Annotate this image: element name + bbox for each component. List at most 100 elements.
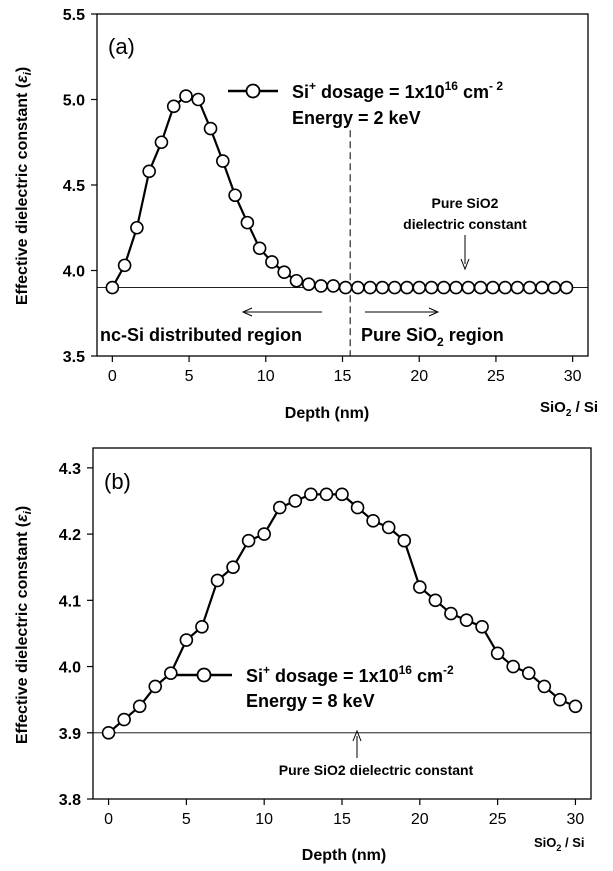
legend-marker-b	[196, 667, 212, 683]
panel-label-b: (b)	[104, 469, 131, 494]
data-point-a-34	[522, 280, 537, 295]
data-point-a-7	[191, 92, 206, 107]
data-point-b-2	[132, 699, 147, 714]
data-point-a-6	[179, 89, 193, 103]
x-axis-label-a: Depth (nm)	[285, 405, 369, 422]
data-point-b-16	[350, 500, 365, 515]
y-tick-label-a-4: 5.5	[63, 7, 85, 24]
reference-label-a-2: dielectric constant	[403, 216, 527, 232]
data-point-b-29	[553, 692, 567, 707]
data-point-a-33	[510, 280, 525, 295]
data-point-b-0	[101, 725, 116, 740]
data-point-b-26	[506, 659, 520, 674]
y-tick-label-b-1: 3.9	[59, 726, 81, 743]
x-tick-label-a-0: 0	[108, 368, 117, 385]
legend-line2-b: Energy = 8 keV	[246, 691, 375, 711]
data-point-b-8	[226, 560, 240, 575]
chart-b: 0 5 10 15 20 25 30 3.8 3.9 4.0 4.1 4.2 4.3 (b) Effec…	[14, 447, 592, 864]
data-point-b-9	[241, 533, 256, 548]
x-tick-label-a-1: 5	[185, 368, 194, 385]
data-point-a-9	[216, 154, 230, 168]
data-point-a-32	[498, 280, 512, 295]
data-point-b-19	[397, 533, 412, 548]
legend-line2-a: Energy = 2 keV	[292, 108, 421, 128]
data-point-b-14	[319, 487, 334, 502]
reference-label-a-1: Pure SiO2	[432, 195, 499, 211]
data-point-a-12	[252, 241, 267, 256]
y-tick-label-b-3: 4.1	[59, 593, 81, 610]
x-tick-label-a-5: 25	[487, 368, 505, 385]
data-point-a-4	[154, 135, 169, 150]
data-point-b-4	[164, 666, 178, 680]
y-tick-label-b-4: 4.2	[59, 527, 81, 544]
legend-a: Si+ dosage = 1x1016 cm- 2 Energy = 2 keV	[228, 79, 503, 128]
data-point-b-13	[304, 487, 318, 502]
x-tick-label-a-6: 30	[564, 368, 582, 385]
x-tick-label-a-3: 15	[334, 368, 352, 385]
data-point-a-36	[547, 280, 562, 295]
legend-marker-a	[245, 83, 261, 99]
data-point-b-28	[537, 679, 552, 694]
data-point-b-23	[459, 613, 474, 627]
data-point-a-24	[400, 280, 414, 295]
data-point-a-35	[535, 280, 549, 295]
data-point-b-3	[148, 679, 163, 694]
y-tick-label-b-5: 4.3	[59, 461, 81, 478]
x-tick-label-b-4: 20	[411, 811, 429, 828]
region-label-right: Pure SiO2 region	[361, 325, 504, 349]
legend-b: Si+ dosage = 1x1016 cm-2 Energy = 8 keV	[177, 663, 454, 711]
data-point-a-19	[338, 280, 353, 295]
y-tick-label-a-3: 5.0	[63, 93, 85, 110]
data-point-b-15	[335, 487, 349, 502]
data-point-a-2	[130, 220, 144, 235]
data-point-a-5	[166, 99, 181, 114]
data-point-b-18	[381, 520, 396, 535]
reference-arrowhead-a	[460, 258, 470, 271]
data-point-a-15	[289, 273, 304, 288]
data-point-b-6	[195, 620, 209, 634]
data-point-a-13	[265, 255, 279, 269]
x-tick-label-b-1: 5	[182, 811, 191, 828]
data-point-a-26	[424, 280, 439, 295]
data-point-b-1	[117, 712, 131, 727]
y-axis-label-b: Effective dielectric constant (εi)	[14, 506, 34, 744]
data-point-a-0	[105, 280, 120, 295]
data-point-b-22	[444, 606, 458, 621]
x-tick-label-b-5: 25	[489, 811, 507, 828]
data-point-b-10	[257, 527, 271, 541]
region-arrowhead-left	[241, 307, 253, 317]
data-point-a-23	[387, 280, 402, 295]
data-point-a-17	[314, 279, 328, 293]
legend-line1-b: Si+ dosage = 1x1016 cm-2	[246, 663, 454, 686]
y-tick-label-b-0: 3.8	[59, 792, 81, 809]
data-point-b-11	[272, 500, 287, 515]
chart-a: 0 5 10 15 20 25 30 3.5 4.0 4.5 5.0 5.5 (a) Effectiv…	[14, 7, 598, 422]
data-point-b-20	[413, 580, 427, 594]
data-point-b-24	[475, 620, 489, 634]
data-point-a-20	[351, 280, 365, 295]
data-point-a-30	[473, 280, 488, 295]
data-point-a-3	[142, 164, 156, 179]
data-point-a-37	[559, 280, 574, 295]
x-tick-label-b-2: 10	[255, 811, 273, 828]
data-point-a-14	[277, 265, 291, 280]
data-point-a-10	[228, 188, 242, 203]
data-point-b-12	[288, 494, 303, 508]
x-tick-label-b-6: 30	[567, 811, 585, 828]
data-point-b-21	[428, 593, 443, 608]
x-end-label-a: SiO2 / Si	[540, 399, 598, 419]
data-point-a-11	[240, 215, 255, 230]
x-end-label-b: SiO2 / Si	[534, 835, 585, 853]
data-point-a-16	[301, 277, 316, 291]
y-tick-label-a-0: 3.5	[63, 349, 85, 366]
data-point-a-18	[326, 279, 341, 293]
reference-label-b: Pure SiO2 dielectric constant	[279, 762, 474, 778]
x-tick-label-a-2: 10	[257, 368, 275, 385]
data-point-a-28	[449, 280, 463, 295]
x-tick-label-b-0: 0	[104, 811, 113, 828]
data-point-b-17	[366, 514, 380, 528]
reference-arrowhead-b	[352, 729, 362, 742]
data-point-a-31	[486, 280, 500, 295]
y-tick-label-a-1: 4.0	[63, 264, 85, 281]
